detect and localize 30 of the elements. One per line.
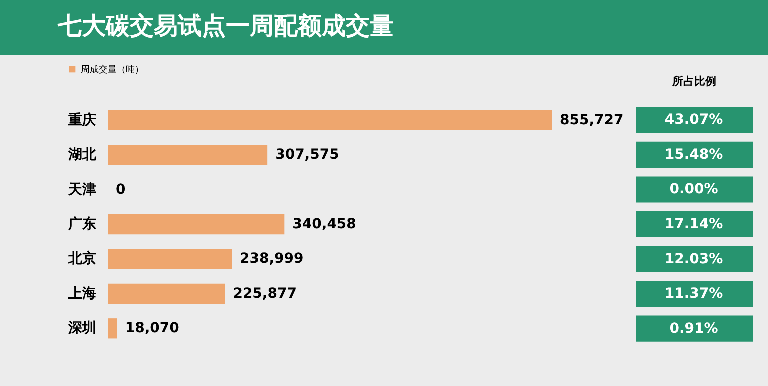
y-tick-label: 重庆	[68, 111, 96, 128]
text: 11.37%	[664, 286, 724, 302]
text: 15.48%	[664, 146, 724, 163]
data-label: 238,999	[240, 251, 304, 268]
data-label: 307,575	[276, 147, 340, 164]
legend-label: 周成交量（吨）	[81, 64, 144, 76]
y-tick-label: 深圳	[68, 320, 96, 337]
bar	[108, 284, 226, 304]
data-label: 340,458	[292, 216, 356, 232]
bar	[108, 145, 268, 166]
text: 12.03%	[664, 251, 724, 268]
bar	[108, 318, 118, 339]
data-label: 18,070	[125, 320, 180, 337]
bar	[108, 249, 232, 270]
data-label: 225,877	[233, 286, 297, 302]
y-tick-label: 天津	[68, 182, 96, 198]
bar	[108, 110, 552, 130]
y-tick-label: 广东	[68, 216, 96, 232]
chart-title: 七大碳交易试点一周配额成交量	[58, 11, 394, 42]
y-tick-label: 湖北	[68, 147, 98, 164]
y-tick-label: 北京	[68, 250, 96, 268]
text: 17.14%	[664, 216, 724, 232]
data-label: 0	[116, 182, 126, 198]
text: 0.91%	[670, 320, 718, 337]
text: 所占比例	[672, 75, 716, 88]
bar	[108, 214, 285, 235]
text: 43.07%	[664, 112, 724, 128]
data-label: 855,727	[560, 112, 624, 128]
y-tick-label: 上海	[68, 286, 96, 302]
text: 0.00%	[670, 182, 718, 198]
